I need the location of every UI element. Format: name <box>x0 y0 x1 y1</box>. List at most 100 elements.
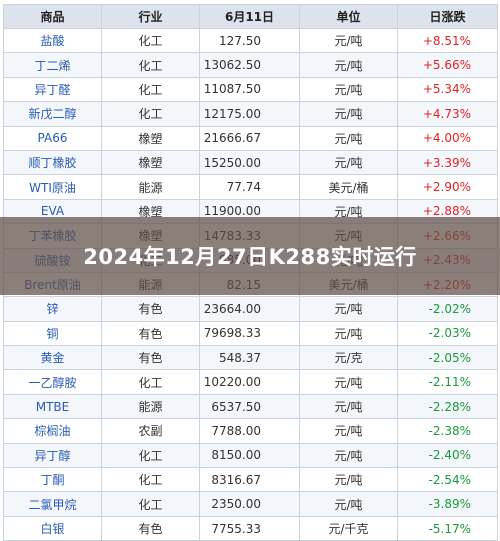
price-cell: 23664.00 <box>199 296 300 322</box>
table-row: 丁酮 化工 8316.67 元/吨 -2.54% <box>3 467 498 493</box>
unit-cell: 元/吨 <box>299 149 398 176</box>
table-row: 顺丁橡胶 橡塑 15250.00 元/吨 +3.39% <box>3 149 498 176</box>
price-cell: 21666.67 <box>199 125 300 151</box>
unit-cell: 元/千克 <box>299 515 398 541</box>
table-row: 盐酸 化工 127.50 元/吨 +8.51% <box>3 27 498 54</box>
commodity-name-link[interactable]: 丁酮 <box>3 467 102 493</box>
table-row: 铜有色 79698.33 元/吨 -2.03% <box>3 320 498 347</box>
banner-title: 2024年12月27日K288实时运行 <box>83 245 417 269</box>
category-cell: 能源 <box>101 393 200 420</box>
price-cell: 11087.50 <box>199 76 300 103</box>
price-cell: 548.37 <box>199 345 300 371</box>
change-cell: -2.03% <box>397 320 498 347</box>
commodity-name-link[interactable]: 二氯甲烷 <box>3 491 102 517</box>
price-cell: 8150.00 <box>199 442 300 469</box>
change-cell: +2.90% <box>397 174 498 200</box>
category-cell: 化工 <box>101 491 200 517</box>
category-cell: 化工 <box>101 76 200 103</box>
commodity-name-link[interactable]: 异丁醛 <box>3 76 102 103</box>
commodity-name-link[interactable]: 黄金 <box>3 345 102 371</box>
price-cell: 13062.50 <box>199 52 300 78</box>
category-cell: 有色 <box>101 515 200 541</box>
price-cell: 77.74 <box>199 174 300 200</box>
commodity-name-link[interactable]: 棕榈油 <box>3 418 102 444</box>
table-row: 一乙醇胺 化工 10220.00 元/吨 -2.11% <box>3 369 498 395</box>
price-cell: 7788.00 <box>199 418 300 444</box>
price-cell: 10220.00 <box>199 369 300 395</box>
price-cell: 7755.33 <box>199 515 300 541</box>
change-cell: -5.17% <box>397 515 498 541</box>
change-cell: +4.00% <box>397 125 498 151</box>
price-cell: 2350.00 <box>199 491 300 517</box>
table-row: MTBE 能源 6537.50 元/吨 -2.28% <box>3 393 498 420</box>
category-cell: 有色 <box>101 320 200 347</box>
change-cell: -3.89% <box>397 491 498 517</box>
unit-cell: 元/吨 <box>299 101 398 127</box>
table-header-row: 商品 行业 6月11日 单位 日涨跌 <box>3 4 498 29</box>
table-row: 黄金 有色 548.37 元/克 -2.05% <box>3 345 498 371</box>
commodity-name-link[interactable]: PA66 <box>3 125 102 151</box>
price-cell: 15250.00 <box>199 149 300 176</box>
header-daily-change[interactable]: 日涨跌 <box>397 4 498 29</box>
table-row: 白银 有色 7755.33 元/千克 -5.17% <box>3 515 498 541</box>
commodity-name-link[interactable]: 盐酸 <box>3 27 102 54</box>
table-row: 棕榈油 农副 7788.00 元/吨 -2.38% <box>3 418 498 444</box>
change-cell: +5.66% <box>397 52 498 78</box>
table-row: 新戊二醇 化工 12175.00 元/吨 +4.73% <box>3 101 498 127</box>
category-cell: 橡塑 <box>101 149 200 176</box>
unit-cell: 元/吨 <box>299 296 398 322</box>
header-name[interactable]: 商品 <box>3 4 102 29</box>
title-banner: 2024年12月27日K288实时运行 <box>0 217 500 295</box>
table-row: PA66 橡塑 21666.67 元/吨 +4.00% <box>3 125 498 151</box>
price-cell: 79698.33 <box>199 320 300 347</box>
category-cell: 化工 <box>101 369 200 395</box>
unit-cell: 元/吨 <box>299 442 398 469</box>
price-cell: 8316.67 <box>199 467 300 493</box>
unit-cell: 元/吨 <box>299 418 398 444</box>
commodity-name-link[interactable]: 新戊二醇 <box>3 101 102 127</box>
commodity-name-link[interactable]: 顺丁橡胶 <box>3 149 102 176</box>
table-row: WTI原油 能源 77.74 美元/桶 +2.90% <box>3 174 498 200</box>
category-cell: 化工 <box>101 101 200 127</box>
unit-cell: 元/吨 <box>299 491 398 517</box>
change-cell: -2.54% <box>397 467 498 493</box>
change-cell: +3.39% <box>397 149 498 176</box>
commodity-name-link[interactable]: 丁二烯 <box>3 52 102 78</box>
commodity-name-link[interactable]: 白银 <box>3 515 102 541</box>
commodity-name-link[interactable]: 异丁醇 <box>3 442 102 469</box>
category-cell: 能源 <box>101 174 200 200</box>
category-cell: 化工 <box>101 442 200 469</box>
category-cell: 有色 <box>101 296 200 322</box>
commodity-name-link[interactable]: WTI原油 <box>3 174 102 200</box>
commodity-name-link[interactable]: 锌 <box>3 296 102 322</box>
header-unit[interactable]: 单位 <box>299 4 398 29</box>
change-cell: -2.05% <box>397 345 498 371</box>
category-cell: 农副 <box>101 418 200 444</box>
category-cell: 化工 <box>101 27 200 54</box>
change-cell: +4.73% <box>397 101 498 127</box>
change-cell: -2.38% <box>397 418 498 444</box>
category-cell: 橡塑 <box>101 125 200 151</box>
category-cell: 化工 <box>101 52 200 78</box>
commodity-name-link[interactable]: 一乙醇胺 <box>3 369 102 395</box>
commodity-name-link[interactable]: 铜 <box>3 320 102 347</box>
unit-cell: 元/吨 <box>299 76 398 103</box>
unit-cell: 元/吨 <box>299 467 398 493</box>
unit-cell: 元/克 <box>299 345 398 371</box>
change-cell: -2.11% <box>397 369 498 395</box>
price-cell: 6537.50 <box>199 393 300 420</box>
change-cell: -2.02% <box>397 296 498 322</box>
commodity-name-link[interactable]: MTBE <box>3 393 102 420</box>
price-cell: 127.50 <box>199 27 300 54</box>
unit-cell: 元/吨 <box>299 320 398 347</box>
table-row: 锌有色 23664.00 元/吨 -2.02% <box>3 296 498 322</box>
change-cell: -2.40% <box>397 442 498 469</box>
category-cell: 化工 <box>101 467 200 493</box>
unit-cell: 美元/桶 <box>299 174 398 200</box>
change-cell: +5.34% <box>397 76 498 103</box>
unit-cell: 元/吨 <box>299 369 398 395</box>
header-price-date[interactable]: 6月11日 <box>199 4 300 29</box>
category-cell: 有色 <box>101 345 200 371</box>
table-row: 异丁醇 化工 8150.00 元/吨 -2.40% <box>3 442 498 469</box>
header-category[interactable]: 行业 <box>101 4 200 29</box>
